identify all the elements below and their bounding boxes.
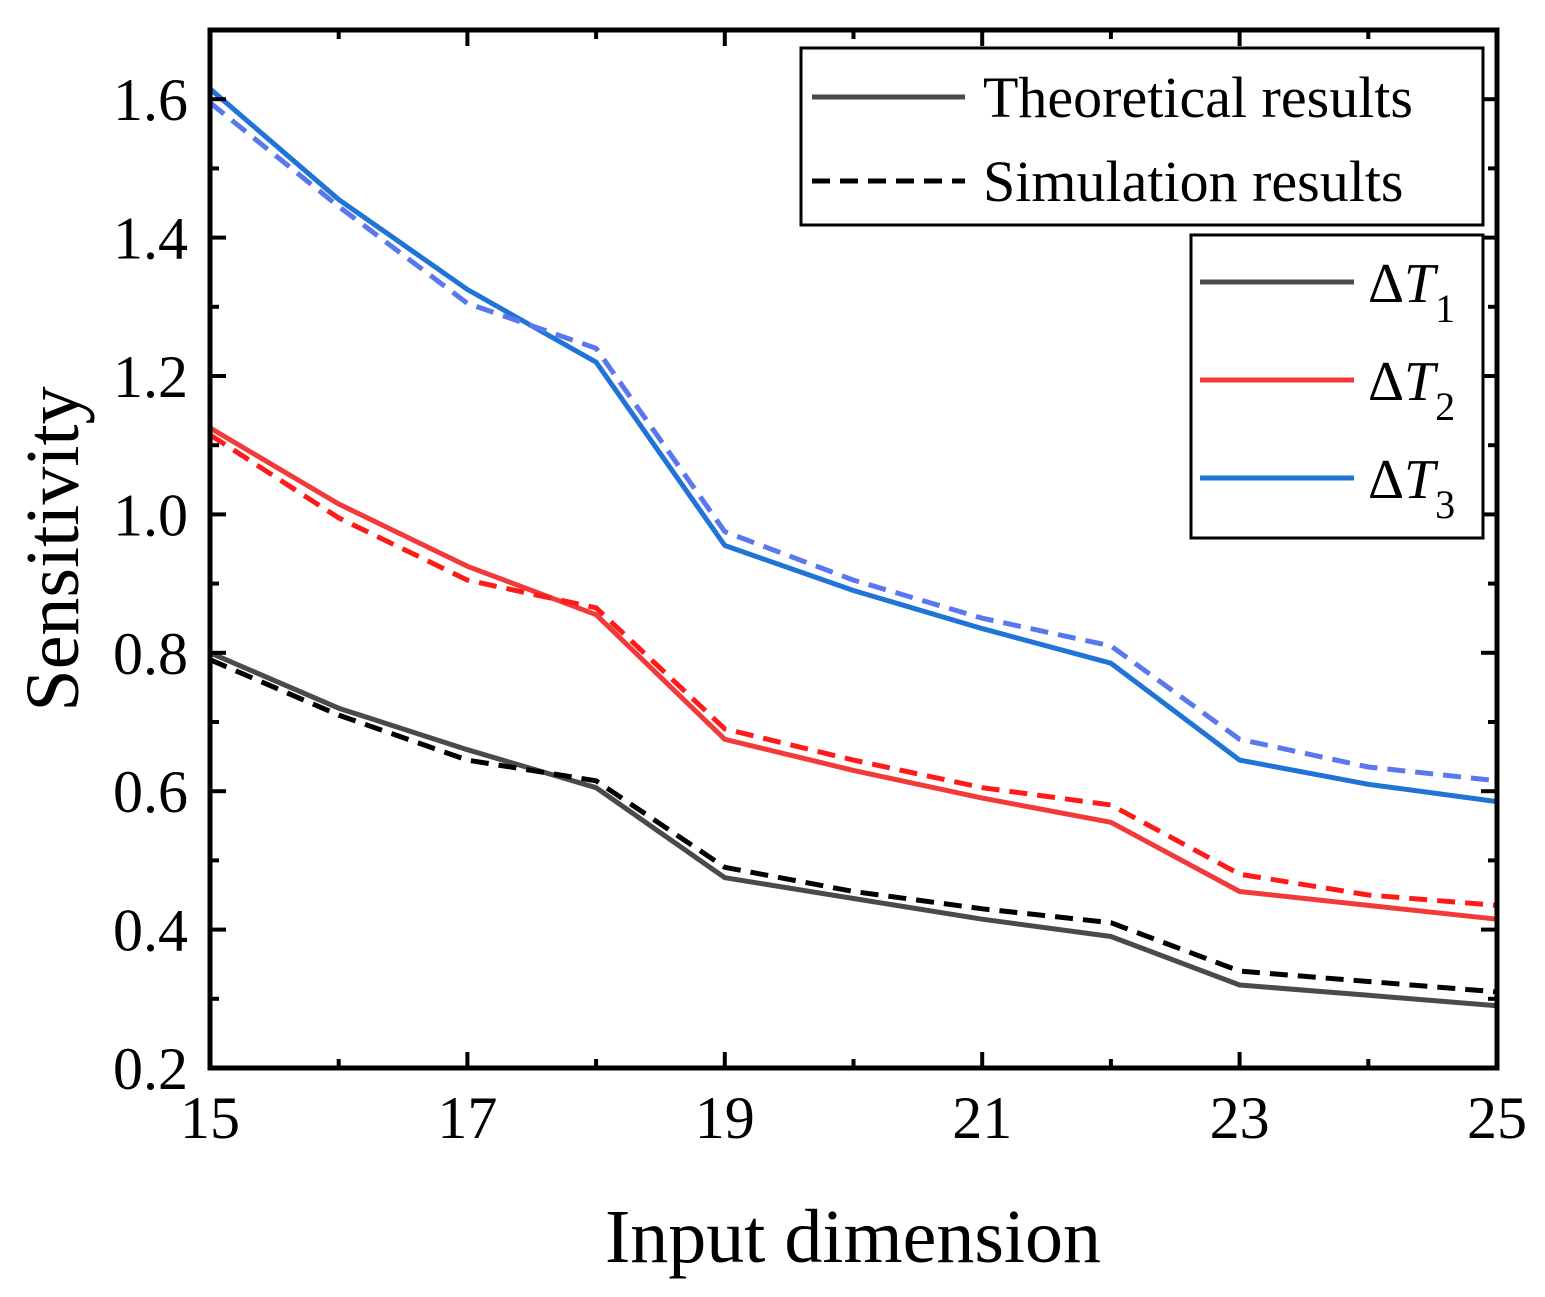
ticks-layer: 15 17 19 21 23 250.20.40.60.81.01.21.41.6: [113, 30, 1527, 1151]
x-tick-label: 17: [437, 1085, 497, 1151]
x-tick-label: 25: [1467, 1085, 1527, 1151]
x-tick-label: 15: [180, 1085, 240, 1151]
series-line-ΔT1-theoretical: [209, 650, 1498, 1009]
legend-series-label: ΔT2: [1368, 351, 1455, 429]
y-tick-label: 0.8: [113, 621, 188, 687]
y-tick-label: 1.2: [113, 344, 188, 410]
legend-style-frame: [799, 46, 1485, 227]
y-tick-label: 1.0: [113, 482, 188, 548]
series-line-ΔT2-theoretical: [208, 425, 1498, 922]
legend-subscript: 2: [1435, 384, 1455, 429]
legend-delta: Δ: [1368, 351, 1404, 413]
legend-series-label: ΔT3: [1368, 449, 1455, 527]
legend-symbol-t: T: [1404, 351, 1439, 413]
legend-delta: Δ: [1368, 449, 1404, 511]
y-tick-label: 0.4: [113, 898, 188, 964]
legend-series-frame: [1189, 233, 1485, 540]
legend-series-label: ΔT1: [1368, 253, 1455, 331]
y-axis-title: Sensitivity: [11, 386, 95, 711]
legend-style-box: Theoretical results Simulation results: [799, 46, 1485, 227]
legend-label: Simulation results: [983, 149, 1404, 214]
x-axis-title: Input dimension: [605, 1195, 1101, 1279]
x-tick-label: 23: [1210, 1085, 1270, 1151]
legend-symbol-t: T: [1404, 253, 1439, 315]
series-layer: [208, 86, 1498, 1009]
series-line-ΔT3-simulation: [208, 100, 1498, 784]
series-line-ΔT1-simulation: [209, 657, 1498, 995]
legend-delta: Δ: [1368, 253, 1404, 315]
x-tick-label: 19: [695, 1085, 755, 1151]
series-line-ΔT2-simulation: [208, 432, 1498, 908]
y-tick-label: 1.6: [113, 67, 188, 133]
legend-subscript: 1: [1435, 286, 1455, 331]
x-tick-label: 21: [952, 1085, 1012, 1151]
legend-symbol-t: T: [1404, 449, 1439, 511]
y-tick-label: 0.2: [113, 1036, 188, 1102]
y-tick-label: 1.4: [113, 206, 188, 272]
series-line-ΔT3-theoretical: [208, 86, 1498, 805]
y-tick-label: 0.6: [113, 759, 188, 825]
legend-subscript: 3: [1435, 482, 1455, 527]
legend-label: Theoretical results: [983, 65, 1413, 130]
